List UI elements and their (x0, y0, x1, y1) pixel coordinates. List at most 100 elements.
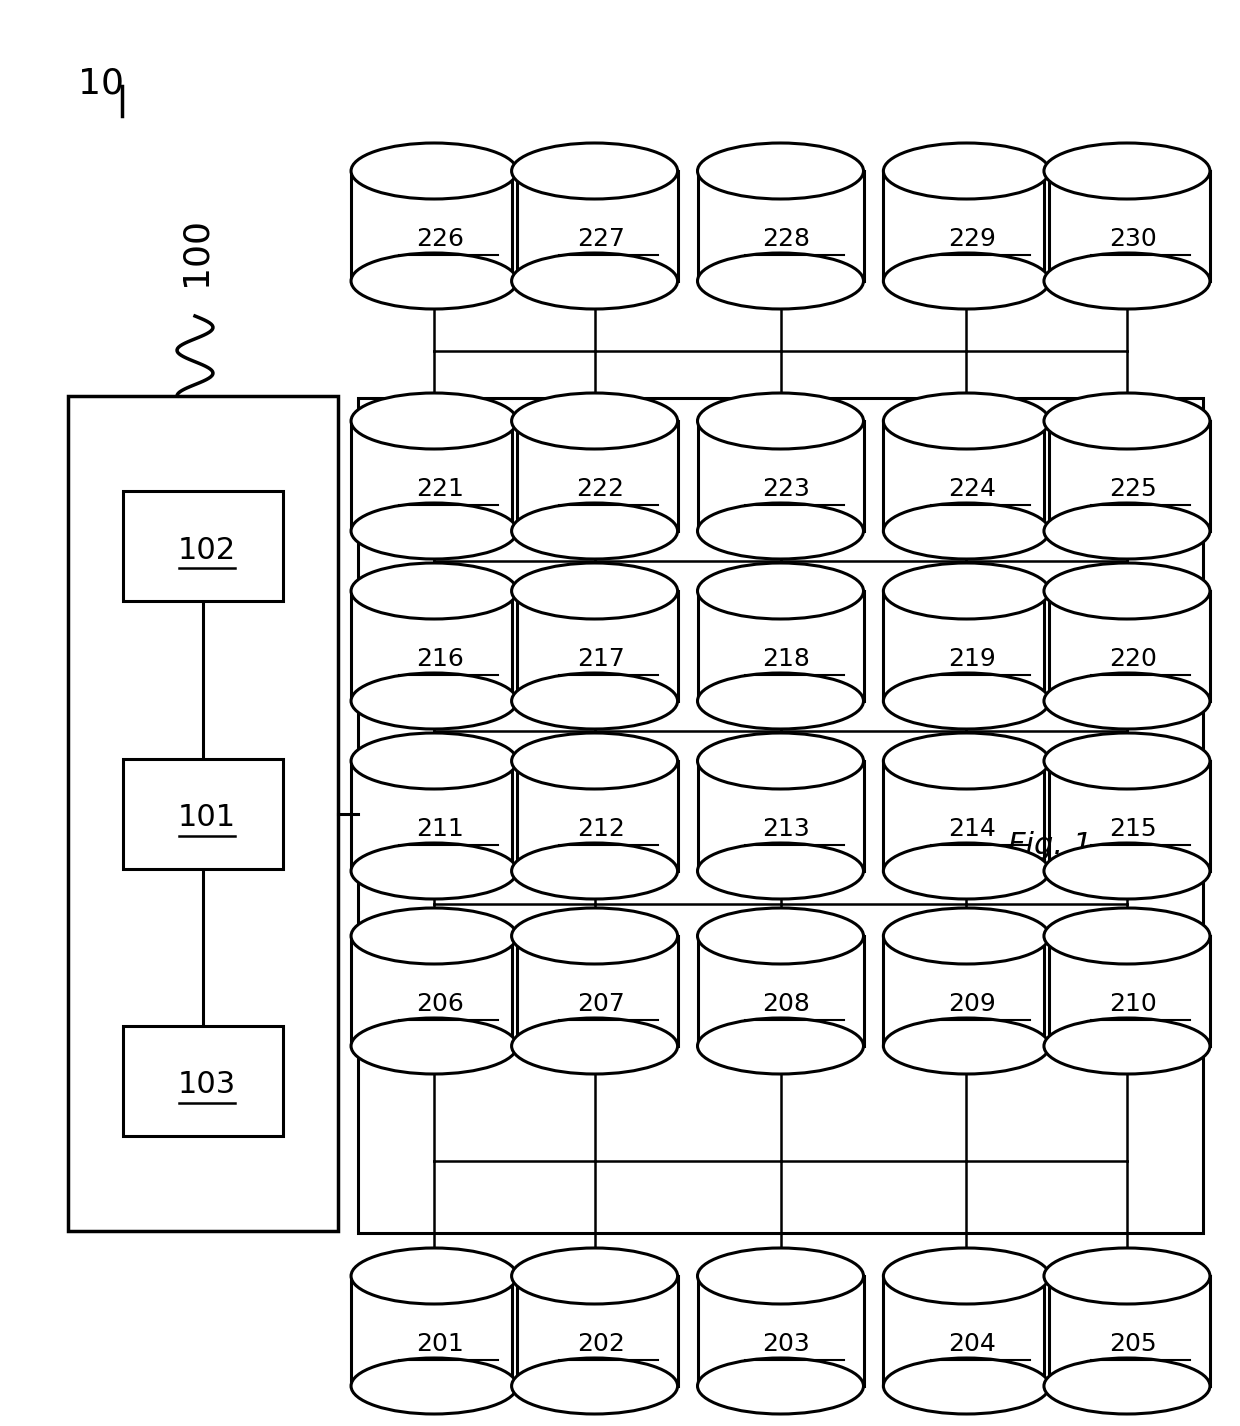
Ellipse shape (1044, 1018, 1210, 1074)
Text: 203: 203 (763, 1332, 811, 1356)
Ellipse shape (351, 908, 517, 964)
Bar (512, 761, 677, 871)
Text: 226: 226 (417, 227, 464, 251)
Text: 101: 101 (177, 803, 236, 831)
Bar (883, 171, 1049, 281)
Bar (68, 396, 339, 1231)
Ellipse shape (883, 1358, 1049, 1415)
Ellipse shape (697, 394, 863, 449)
Bar (697, 935, 863, 1047)
Text: 204: 204 (949, 1332, 996, 1356)
Ellipse shape (351, 503, 517, 559)
Ellipse shape (1044, 563, 1210, 619)
Text: 217: 217 (577, 647, 625, 672)
Ellipse shape (512, 733, 677, 789)
Text: 228: 228 (763, 227, 811, 251)
Ellipse shape (883, 1248, 1049, 1303)
Bar (697, 1276, 863, 1386)
Ellipse shape (883, 503, 1049, 559)
Ellipse shape (351, 563, 517, 619)
Ellipse shape (512, 563, 677, 619)
Ellipse shape (697, 733, 863, 789)
Bar (1044, 1276, 1210, 1386)
Text: 230: 230 (1109, 227, 1157, 251)
Text: 212: 212 (577, 817, 625, 841)
Ellipse shape (883, 908, 1049, 964)
Ellipse shape (512, 1358, 677, 1415)
Bar (883, 761, 1049, 871)
Ellipse shape (697, 1358, 863, 1415)
Ellipse shape (512, 1018, 677, 1074)
Text: 207: 207 (577, 992, 625, 1017)
Bar (351, 421, 517, 530)
Ellipse shape (351, 394, 517, 449)
Ellipse shape (1044, 673, 1210, 729)
Bar (697, 171, 863, 281)
Bar (351, 761, 517, 871)
Bar (883, 1276, 1049, 1386)
Ellipse shape (351, 733, 517, 789)
Bar (351, 1276, 517, 1386)
Bar (351, 935, 517, 1047)
Ellipse shape (697, 503, 863, 559)
Bar (883, 421, 1049, 530)
Ellipse shape (512, 252, 677, 309)
Bar (1044, 421, 1210, 530)
Text: 216: 216 (417, 647, 464, 672)
Text: 201: 201 (417, 1332, 464, 1356)
Bar (883, 935, 1049, 1047)
Text: 224: 224 (949, 478, 997, 501)
Ellipse shape (883, 673, 1049, 729)
Bar (351, 590, 517, 702)
Ellipse shape (351, 252, 517, 309)
Bar (1044, 935, 1210, 1047)
Ellipse shape (351, 673, 517, 729)
Text: 220: 220 (1109, 647, 1157, 672)
Ellipse shape (697, 908, 863, 964)
Ellipse shape (1044, 252, 1210, 309)
Bar (512, 421, 677, 530)
Bar (123, 492, 283, 602)
Text: 221: 221 (417, 478, 464, 501)
Bar (512, 590, 677, 702)
Ellipse shape (512, 503, 677, 559)
Ellipse shape (512, 843, 677, 898)
Bar (512, 171, 677, 281)
Bar (358, 398, 1203, 1233)
Ellipse shape (1044, 843, 1210, 898)
Ellipse shape (1044, 143, 1210, 200)
Bar (512, 935, 677, 1047)
Ellipse shape (883, 143, 1049, 200)
Ellipse shape (1044, 503, 1210, 559)
Text: 208: 208 (763, 992, 811, 1017)
Ellipse shape (883, 843, 1049, 898)
Ellipse shape (883, 1018, 1049, 1074)
Ellipse shape (697, 843, 863, 898)
Bar (883, 590, 1049, 702)
Text: 102: 102 (177, 536, 236, 565)
Text: 202: 202 (577, 1332, 625, 1356)
Ellipse shape (883, 733, 1049, 789)
Text: 206: 206 (417, 992, 464, 1017)
Text: 222: 222 (577, 478, 625, 501)
Text: 10: 10 (78, 66, 124, 100)
Ellipse shape (1044, 1358, 1210, 1415)
Text: 213: 213 (763, 817, 811, 841)
Bar (697, 421, 863, 530)
Ellipse shape (697, 143, 863, 200)
Ellipse shape (351, 143, 517, 200)
Text: 215: 215 (1109, 817, 1157, 841)
Ellipse shape (697, 1248, 863, 1303)
Ellipse shape (1044, 908, 1210, 964)
Ellipse shape (351, 1248, 517, 1303)
Ellipse shape (351, 1018, 517, 1074)
Text: 100: 100 (179, 217, 212, 285)
Text: 209: 209 (949, 992, 996, 1017)
Text: 225: 225 (1109, 478, 1157, 501)
Ellipse shape (512, 1248, 677, 1303)
Ellipse shape (697, 252, 863, 309)
Ellipse shape (1044, 733, 1210, 789)
Text: 223: 223 (763, 478, 811, 501)
Bar (1044, 761, 1210, 871)
Ellipse shape (883, 394, 1049, 449)
